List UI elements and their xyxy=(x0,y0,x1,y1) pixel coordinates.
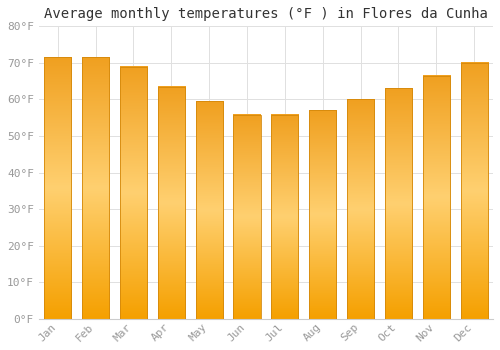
Bar xyxy=(44,57,72,319)
Bar xyxy=(309,110,336,319)
Bar xyxy=(271,115,298,319)
Bar xyxy=(460,63,488,319)
Bar xyxy=(120,66,147,319)
Bar xyxy=(422,76,450,319)
Bar xyxy=(82,57,109,319)
Bar xyxy=(158,87,185,319)
Bar xyxy=(385,89,412,319)
Bar xyxy=(234,115,260,319)
Title: Average monthly temperatures (°F ) in Flores da Cunha: Average monthly temperatures (°F ) in Fl… xyxy=(44,7,488,21)
Bar xyxy=(196,101,223,319)
Bar xyxy=(347,99,374,319)
